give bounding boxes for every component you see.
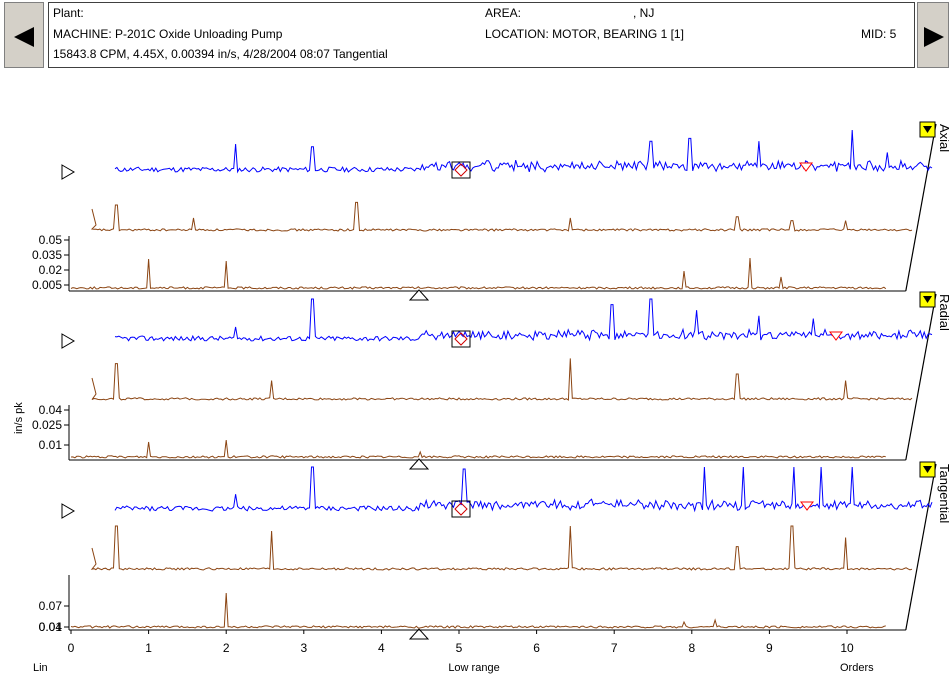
chevron-down-icon xyxy=(923,296,932,303)
x-tick-label: 10 xyxy=(840,641,854,655)
direction-label: Radial xyxy=(937,294,949,331)
y-tick-label: 0.025 xyxy=(32,418,62,432)
x-tick-label: 0 xyxy=(68,641,75,655)
spectrum-trace-back xyxy=(114,298,933,342)
measurement-info-box: Plant: MACHINE: P-201C Oxide Unloading P… xyxy=(48,2,915,68)
harmonic-marker-icon xyxy=(829,331,843,341)
spectrum-trace-middle xyxy=(91,358,913,401)
triangle-right-icon xyxy=(924,27,944,47)
perspective-edge xyxy=(905,123,937,292)
spectrum-trace-middle xyxy=(90,201,913,232)
next-button[interactable] xyxy=(917,2,949,68)
perspective-edge xyxy=(905,463,937,631)
direction-label: Tangential xyxy=(937,464,949,523)
direction-label: Axial xyxy=(937,124,949,152)
plant-redaction xyxy=(83,6,196,18)
harmonic-marker-icon xyxy=(799,162,813,172)
x-tick-label: 1 xyxy=(145,641,152,655)
play-marker-icon xyxy=(61,164,75,180)
y-axis-label: in/s pk xyxy=(13,402,25,434)
x-scale-label: Lin xyxy=(33,662,48,674)
cursor-diamond-icon xyxy=(454,332,468,346)
cursor-box-icon xyxy=(451,500,471,518)
perspective-edge xyxy=(905,293,937,461)
y-tick-label: 0.02 xyxy=(39,263,63,277)
spectrum-trace-front xyxy=(70,257,887,290)
harmonic-marker-icon xyxy=(800,501,814,511)
y-tick-label: 0.05 xyxy=(39,233,63,247)
spectrum-trace-middle xyxy=(90,525,913,571)
frequency-cursor-icon xyxy=(408,458,430,470)
cursor-diamond-icon xyxy=(454,163,468,177)
x-tick-label: 7 xyxy=(611,641,618,655)
plant-label: Plant: xyxy=(53,6,84,20)
y-tick-label: 0.01 xyxy=(39,620,63,634)
x-range-label: Low range xyxy=(448,662,499,674)
y-tick-label: 0.035 xyxy=(32,248,62,262)
frequency-cursor-icon xyxy=(408,628,430,640)
y-tick-label: 0.07 xyxy=(39,599,63,613)
spectrum-trace-back xyxy=(114,129,933,174)
x-tick-label: 5 xyxy=(456,641,463,655)
cursor-box-icon xyxy=(451,330,471,348)
location-text: LOCATION: MOTOR, BEARING 1 [1] xyxy=(485,27,684,41)
cursor-diamond-icon xyxy=(454,502,468,516)
spectrum-trace-front xyxy=(70,592,886,629)
y-tick-label: 0.01 xyxy=(39,438,63,452)
area-label: AREA: xyxy=(485,6,522,20)
x-axis-unit-label: Orders xyxy=(840,662,874,674)
spectrum-trace-front xyxy=(70,439,886,459)
x-tick-label: 3 xyxy=(300,641,307,655)
x-tick-label: 6 xyxy=(533,641,540,655)
play-marker-icon xyxy=(61,333,75,349)
triangle-left-icon xyxy=(14,27,34,47)
y-tick-label: 0.04 xyxy=(39,403,63,417)
chevron-down-icon xyxy=(923,126,932,133)
y-tick-label: 0.04 xyxy=(39,620,63,634)
header-bar: Plant: MACHINE: P-201C Oxide Unloading P… xyxy=(0,0,949,72)
play-marker-icon xyxy=(61,503,75,519)
x-tick-label: 2 xyxy=(223,641,230,655)
x-tick-label: 9 xyxy=(766,641,773,655)
spectrum-trace-back xyxy=(114,466,933,513)
x-tick-label: 8 xyxy=(688,641,695,655)
cursor-box-icon xyxy=(451,161,471,179)
spectrum-panel-tangential: 0.07 0.040.01 Tangential xyxy=(39,461,949,640)
prev-button[interactable] xyxy=(4,2,44,68)
area-state: , NJ xyxy=(633,6,655,20)
x-tick-label: 4 xyxy=(378,641,385,655)
frequency-cursor-icon xyxy=(408,289,430,301)
spectrum-panel-radial: 0.040.025 0.01 Radial xyxy=(32,291,949,470)
area-redaction xyxy=(521,6,634,18)
mid-text: MID: 5 xyxy=(861,27,897,41)
machine-text: MACHINE: P-201C Oxide Unloading Pump xyxy=(53,27,283,41)
y-tick-label: 0.005 xyxy=(32,278,62,292)
measurement-text: 15843.8 CPM, 4.45X, 0.00394 in/s, 4/28/2… xyxy=(53,47,388,61)
chevron-down-icon xyxy=(923,466,932,473)
